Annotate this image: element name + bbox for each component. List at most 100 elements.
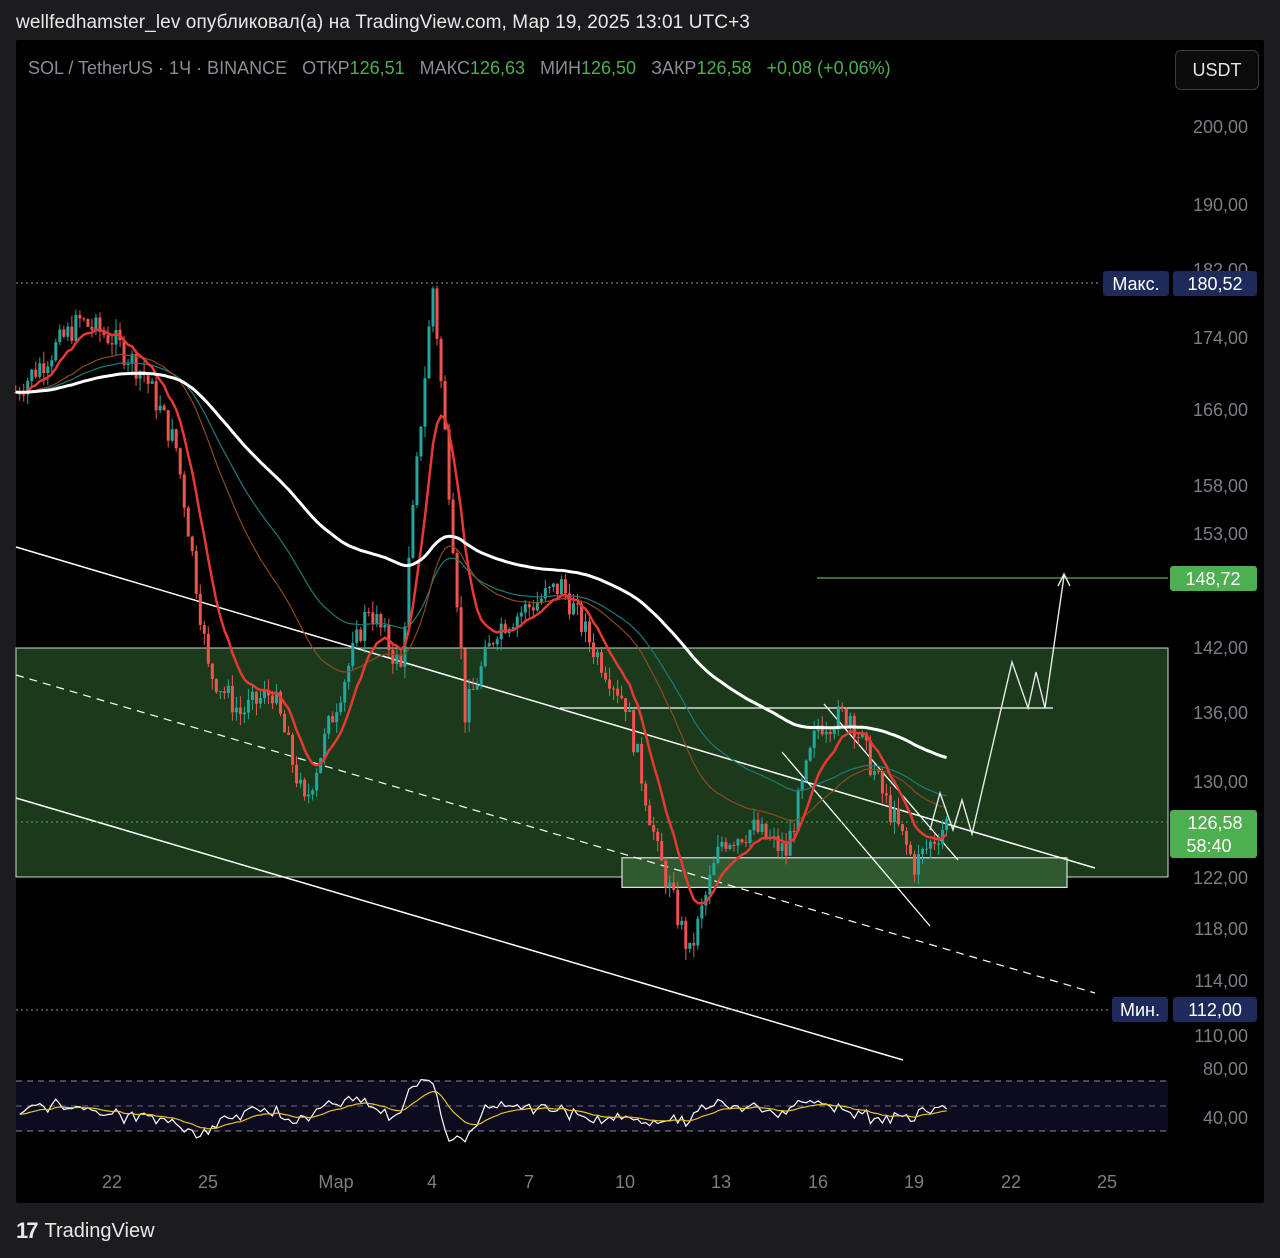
candle-body <box>114 329 118 345</box>
candle-body <box>467 688 471 723</box>
candle-body <box>383 625 387 628</box>
max-price-badge <box>1173 271 1257 296</box>
candle-body <box>146 375 150 384</box>
candle-body <box>784 843 788 856</box>
candle-body <box>640 743 644 784</box>
candle-body <box>287 732 291 735</box>
candle-body <box>740 839 744 843</box>
candle-body <box>250 691 254 700</box>
candle-body <box>800 780 804 791</box>
candle-body <box>246 699 250 713</box>
candle-body <box>66 326 70 337</box>
candle-body <box>744 842 748 844</box>
candle-body <box>335 712 339 723</box>
candle-body <box>303 779 307 797</box>
candle-body <box>455 553 459 608</box>
candle-body <box>575 603 579 605</box>
max-price-text: 180,52 <box>1187 274 1242 294</box>
y-tick-label: 118,00 <box>1194 919 1248 939</box>
candle-body <box>929 841 933 849</box>
candle-body <box>780 843 784 851</box>
candle-body <box>411 505 415 558</box>
candle-body <box>258 697 262 704</box>
candle-body <box>331 716 335 723</box>
wedge-lower-line <box>781 751 931 927</box>
candle-body <box>688 942 692 949</box>
candle-body <box>836 706 840 730</box>
candle-body <box>363 611 367 641</box>
close-value: 126,58 <box>696 58 752 78</box>
y-tick-label: 166,00 <box>1193 400 1248 420</box>
candle-body <box>579 604 583 632</box>
channel-upper-line <box>15 546 1096 869</box>
candle-body <box>463 648 467 723</box>
candle-body <box>307 794 311 797</box>
candle-body <box>82 318 86 320</box>
candle-body <box>900 824 904 832</box>
candle-body <box>427 326 431 379</box>
candle-body <box>291 734 295 765</box>
symbol-name[interactable]: SOL / TetherUS · 1Ч · BINANCE <box>28 58 288 78</box>
candle-body <box>315 772 319 791</box>
candle-body <box>708 874 712 895</box>
candle-body <box>672 882 676 890</box>
candle-body <box>644 783 648 806</box>
candle-body <box>600 652 604 673</box>
candle-body <box>624 698 628 712</box>
currency-button[interactable]: USDT <box>1175 50 1259 90</box>
x-tick-label: 4 <box>427 1172 437 1192</box>
candle-body <box>547 587 551 589</box>
candle-body <box>134 353 138 379</box>
candle-body <box>535 602 539 611</box>
candle-body <box>523 604 527 613</box>
projection-path <box>929 575 1065 837</box>
candle-body <box>632 710 636 753</box>
rsi-tick-label: 80,00 <box>1203 1059 1248 1079</box>
candle-body <box>724 841 728 849</box>
chart-frame[interactable] <box>16 40 1264 1203</box>
y-tick-label: 200,00 <box>1193 117 1248 137</box>
candle-body <box>684 920 688 949</box>
candle-body <box>736 839 740 846</box>
candle-body <box>443 381 447 430</box>
candle-body <box>503 623 507 634</box>
high-label: МАКС <box>419 58 470 78</box>
candle-body <box>30 369 34 381</box>
candle-body <box>42 363 46 374</box>
candle-body <box>210 663 214 679</box>
x-tick-label: 19 <box>904 1172 924 1192</box>
candle-body <box>399 654 403 667</box>
candle-body <box>937 843 941 845</box>
candle-body <box>680 920 684 926</box>
candle-body <box>214 678 218 692</box>
candle-body <box>238 707 242 715</box>
x-tick-label: 22 <box>1001 1172 1021 1192</box>
candle-body <box>559 579 563 595</box>
candle-body <box>700 905 704 919</box>
candle-body <box>162 405 166 411</box>
ema-white-line <box>15 371 947 759</box>
high-value: 126,63 <box>469 58 526 78</box>
footer-brand[interactable]: 17 TradingView <box>16 1218 155 1244</box>
candle-body <box>102 331 106 336</box>
wedge-upper-line <box>823 703 959 861</box>
x-tick-label: 16 <box>808 1172 828 1192</box>
footer-brand-label: TradingView <box>44 1219 155 1242</box>
candle-body <box>351 642 355 666</box>
candle-body <box>138 371 142 379</box>
candle-body <box>106 335 110 344</box>
candle-body <box>527 604 531 608</box>
candle-body <box>22 394 26 396</box>
target-arrow-icon <box>1057 572 1071 587</box>
candle-body <box>194 551 198 594</box>
candle-body <box>130 353 134 364</box>
candle-body <box>712 863 716 875</box>
candle-body <box>515 616 519 628</box>
candle-body <box>796 790 800 832</box>
candle-body <box>884 793 888 796</box>
candle-body <box>327 716 331 734</box>
min-price-badge <box>1173 997 1257 1022</box>
symbol-legend[interactable]: SOL / TetherUS · 1Ч · BINANCE ОТКР126,51… <box>28 58 891 79</box>
candle-body <box>555 583 559 595</box>
